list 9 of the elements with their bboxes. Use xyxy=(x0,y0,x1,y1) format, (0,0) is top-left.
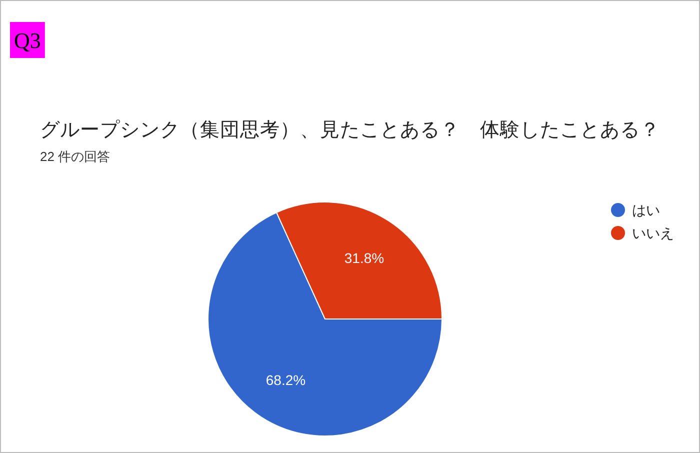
legend-item: いいえ xyxy=(611,225,674,241)
data-label: 68.2% xyxy=(266,372,306,388)
annotation: Q3 xyxy=(10,22,45,58)
data-label: 31.8% xyxy=(344,250,384,266)
legend-label: いいえ xyxy=(632,225,674,241)
legend-label: はい xyxy=(632,202,660,218)
chart-title: グループシンク（集団思考）、見たことある？ 体験したことある？ xyxy=(40,119,660,141)
legend-item: はい xyxy=(611,202,660,218)
text: 22 件の回答 xyxy=(40,149,110,164)
